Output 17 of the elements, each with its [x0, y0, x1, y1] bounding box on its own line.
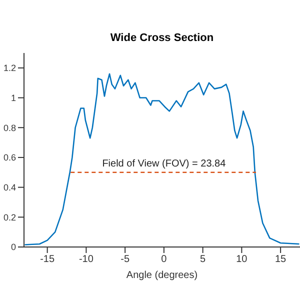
x-tick-label: -5	[120, 254, 130, 266]
annotation: Field of View (FOV) = 23.84	[102, 158, 226, 170]
y-tick-label: 1.2	[3, 63, 16, 74]
x-tick-label: 10	[236, 254, 248, 266]
x-tick-label: 0	[161, 254, 168, 266]
x-tick-label: 15	[275, 254, 287, 266]
y-tick-label: 1	[10, 92, 16, 103]
y-tick-label: 0.4	[3, 182, 16, 193]
x-tick-label: 5	[200, 254, 206, 266]
chart-title: Wide Cross Section	[109, 32, 215, 44]
x-tick-label: -10	[78, 254, 94, 266]
y-tick-label: 0	[10, 242, 16, 252]
x-axis-title: Angle (degrees)	[126, 270, 198, 282]
y-tick-label: 0.2	[3, 212, 16, 222]
y-tick-label: 0.6	[3, 152, 16, 163]
y-tick-label: 0.8	[3, 122, 16, 133]
x-tick-label: -15	[40, 254, 55, 266]
